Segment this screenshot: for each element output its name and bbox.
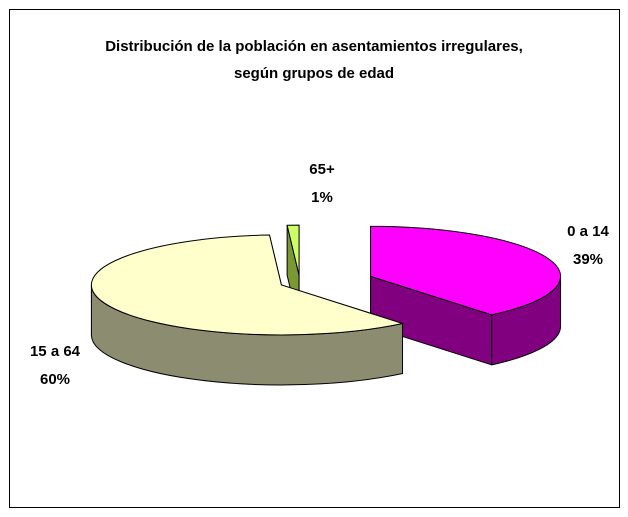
slice <box>370 225 562 316</box>
value-label: 1% <box>311 189 333 206</box>
chart-title: Distribución de la población en asentami… <box>105 38 523 82</box>
slice <box>286 224 300 276</box>
value-label: 60% <box>40 371 70 388</box>
category-label: 15 a 64 <box>30 343 81 360</box>
tops <box>90 224 562 336</box>
value-label: 39% <box>573 251 603 268</box>
slice <box>90 234 405 336</box>
category-label: 0 a 14 <box>567 223 609 240</box>
category-label: 65+ <box>309 161 335 178</box>
